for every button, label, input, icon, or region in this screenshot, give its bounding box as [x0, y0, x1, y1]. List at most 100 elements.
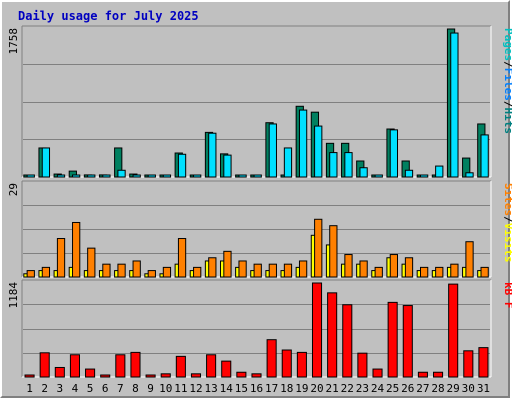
- x-tick-label: 11: [174, 382, 187, 395]
- bar: [359, 260, 368, 278]
- bar: [130, 351, 141, 378]
- bar: [314, 125, 323, 178]
- bar: [389, 254, 398, 278]
- bar: [41, 266, 51, 278]
- bar: [433, 371, 444, 378]
- bar: [236, 371, 247, 378]
- bar: [404, 257, 414, 278]
- bar: [102, 174, 111, 178]
- y-max-label: 1184: [7, 282, 20, 309]
- bar: [404, 169, 414, 178]
- x-tick-label: 29: [447, 382, 460, 395]
- bar: [283, 263, 293, 278]
- bar: [314, 218, 323, 278]
- bar: [147, 174, 156, 178]
- x-tick-label: 18: [280, 382, 293, 395]
- bar: [117, 263, 126, 278]
- bar: [463, 350, 474, 378]
- bar: [102, 263, 111, 278]
- bar: [311, 282, 323, 378]
- bar: [374, 174, 383, 178]
- bar: [221, 360, 232, 378]
- x-tick-label: 30: [462, 382, 475, 395]
- bar: [72, 174, 81, 178]
- side-legend: kB F: [502, 282, 512, 309]
- bar: [327, 292, 338, 378]
- bar: [208, 132, 217, 178]
- x-tick-label: 21: [326, 382, 339, 395]
- bar: [100, 374, 111, 378]
- x-tick-label: 1: [26, 382, 33, 395]
- bar: [268, 263, 277, 278]
- bar: [387, 301, 398, 378]
- legend-entry: Sites: [502, 183, 512, 216]
- bar: [162, 174, 172, 178]
- bar: [448, 283, 459, 378]
- x-tick-label: 20: [310, 382, 323, 395]
- y-max-label: 1758: [7, 28, 20, 55]
- panel-kbytes: 1184 kB F: [7, 279, 512, 378]
- bar: [160, 373, 171, 378]
- x-tick-label: 8: [132, 382, 139, 395]
- x-tick-label: 24: [371, 382, 385, 395]
- x-tick-label: 22: [341, 382, 354, 395]
- x-tick-label: 6: [102, 382, 109, 395]
- bar: [450, 263, 459, 278]
- bar: [238, 174, 247, 178]
- side-legend: Sites/Visits: [502, 183, 512, 263]
- x-tick-label: 2: [41, 382, 48, 395]
- x-tick-label: 5: [87, 382, 94, 395]
- bar: [56, 174, 66, 178]
- bar: [298, 260, 308, 278]
- bar: [72, 221, 81, 278]
- x-tick-label: 28: [431, 382, 444, 395]
- x-tick-label: 16: [250, 382, 263, 395]
- bar: [223, 154, 232, 178]
- bar: [26, 270, 35, 278]
- panel-background: [22, 280, 491, 377]
- bar: [85, 368, 96, 378]
- bar: [420, 174, 429, 178]
- bar: [359, 167, 368, 178]
- bar: [465, 241, 474, 278]
- series-sites: [26, 218, 489, 278]
- bar: [24, 374, 35, 378]
- bar: [344, 152, 353, 178]
- bar: [175, 355, 186, 378]
- x-tick-label: 4: [72, 382, 79, 395]
- bar: [115, 354, 126, 378]
- bar: [478, 347, 489, 378]
- x-axis-labels: 1 2 3 4 5 6 7 8 9 10 11 12 13 14 15 16 17 18 19 20 21 22 23 24 2…: [26, 382, 490, 395]
- x-tick-label: 25: [386, 382, 399, 395]
- bar: [357, 352, 368, 378]
- bar: [281, 349, 292, 378]
- bar: [374, 266, 383, 278]
- bar: [402, 305, 413, 378]
- bar: [193, 174, 202, 178]
- series-files: [26, 32, 489, 178]
- x-tick-label: 7: [117, 382, 124, 395]
- x-tick-label: 19: [295, 382, 308, 395]
- bar: [435, 165, 444, 178]
- y-max-label: 29: [7, 183, 20, 196]
- bar: [253, 263, 262, 278]
- x-tick-label: 23: [356, 382, 369, 395]
- bar: [147, 270, 156, 278]
- bar: [298, 109, 308, 178]
- bar: [41, 147, 51, 178]
- x-tick-label: 31: [477, 382, 490, 395]
- bar: [417, 371, 428, 378]
- bar: [480, 134, 489, 178]
- legend-entry: Files: [502, 68, 512, 101]
- bar: [268, 123, 277, 178]
- legend-entry: /: [502, 61, 512, 68]
- x-tick-label: 27: [416, 382, 429, 395]
- x-tick-label: 3: [57, 382, 64, 395]
- x-tick-label: 9: [147, 382, 154, 395]
- bar: [162, 266, 172, 278]
- bar: [87, 174, 96, 178]
- bar: [87, 247, 96, 278]
